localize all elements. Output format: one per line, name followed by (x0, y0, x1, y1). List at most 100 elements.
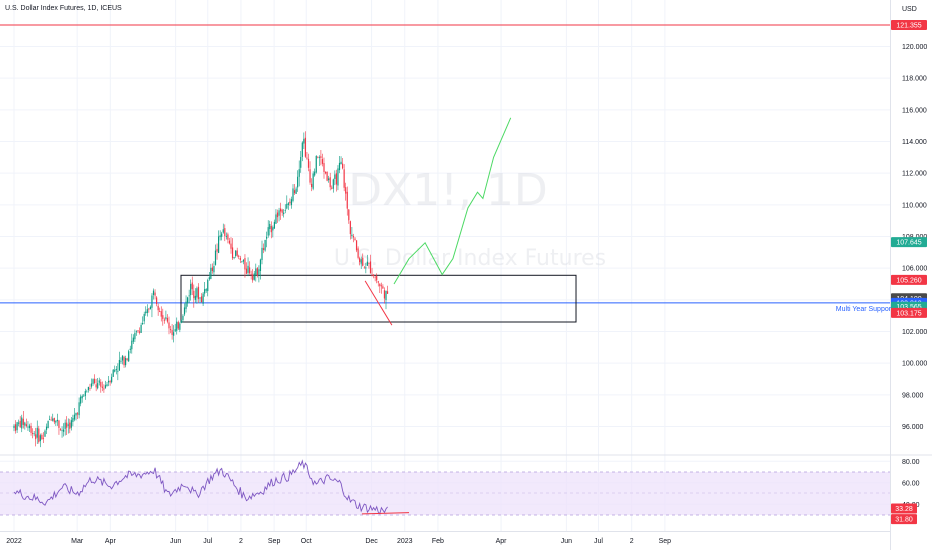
candle-body (221, 233, 223, 237)
candle-body (126, 358, 128, 360)
candle-body (309, 169, 311, 183)
candle-body (25, 424, 27, 427)
candle-body (301, 142, 303, 157)
candle-body (323, 163, 325, 172)
candle-body (320, 156, 322, 158)
candle-body (295, 188, 297, 194)
candle-body (191, 282, 193, 290)
candle-body (145, 311, 147, 314)
candle-body (137, 330, 139, 332)
candle-body (171, 330, 173, 335)
candle-body (348, 209, 350, 221)
projection-path[interactable] (393, 117, 512, 285)
candle-body (55, 420, 57, 423)
candle-body (75, 412, 77, 416)
candle-body (81, 395, 83, 399)
candle-body (90, 383, 93, 387)
symbol-header[interactable]: U.S. Dollar Index Futures, 1D, ICEUS (5, 5, 122, 12)
candle-body (303, 138, 305, 144)
candle-body (194, 295, 196, 300)
candle-body (351, 234, 353, 236)
candle-body (286, 203, 288, 209)
candle-body (238, 255, 240, 257)
candle-body (59, 429, 62, 431)
candle-body (149, 306, 151, 310)
candle-body (377, 281, 379, 283)
candle-body (338, 162, 341, 171)
candle-body (154, 292, 156, 296)
time-label: Jul (203, 538, 212, 545)
candle-body (76, 413, 79, 415)
candle-body (41, 434, 43, 440)
candle-body (326, 171, 328, 181)
candle-body (255, 268, 257, 276)
candle-body (114, 369, 116, 372)
candle-body (357, 248, 359, 258)
rsi-band-fill (0, 472, 890, 515)
rsi-divergence-line[interactable] (361, 512, 410, 515)
candle-body (253, 273, 255, 280)
candle-body (87, 386, 89, 391)
candle-body (160, 311, 162, 317)
candle-body (250, 273, 252, 275)
candle-body (53, 418, 55, 423)
candle-body (317, 156, 319, 158)
candle-body (207, 280, 209, 292)
rsi-tick: 60.00 (902, 480, 920, 487)
candle-body (337, 168, 339, 186)
candle-body (72, 418, 74, 422)
watermark-name: U.S. Dollar Index Futures (334, 246, 606, 271)
price-badge (891, 237, 927, 248)
candle-body (385, 290, 387, 301)
candle-body (107, 380, 110, 383)
candle-body (241, 261, 243, 263)
candle-body (219, 235, 221, 238)
price-badge-value: 103.175 (896, 310, 921, 317)
candle-body (340, 161, 342, 165)
candle-body (115, 368, 117, 371)
candle-body (196, 288, 198, 298)
candle-body (287, 203, 289, 205)
divergence-line[interactable] (364, 280, 393, 326)
candle-body (132, 337, 134, 342)
candle-body (307, 158, 310, 168)
candle-body (28, 425, 31, 429)
candle-body (142, 323, 144, 325)
candle-body (230, 243, 232, 249)
candle-body (360, 259, 362, 264)
candle-body (97, 383, 99, 389)
candle-body (44, 430, 46, 437)
time-label: Jul (594, 538, 603, 545)
candle-body (293, 190, 296, 194)
candle-body (382, 286, 384, 289)
candle-body (311, 183, 313, 188)
candle-body (318, 157, 320, 158)
candle-body (152, 290, 155, 295)
price-badge-value: 103.565 (896, 304, 921, 311)
candle-body (363, 267, 365, 269)
candle-body (352, 236, 355, 238)
candle-body (355, 240, 358, 251)
candle-body (205, 289, 207, 291)
candle-body (143, 313, 145, 322)
candle-body (13, 425, 15, 429)
watermark-ticker: DX1!, 1D (348, 165, 548, 216)
candle-body (84, 391, 86, 397)
candle-body (225, 236, 227, 237)
candle-body (199, 297, 201, 299)
candle-body (231, 247, 234, 259)
candle-body (202, 293, 204, 304)
time-label: Sep (268, 538, 281, 545)
candle-body (349, 221, 351, 235)
time-label: Jun (561, 538, 572, 545)
price-badge (891, 274, 927, 285)
candle-body (236, 250, 238, 256)
time-label: 2 (630, 538, 634, 545)
range-box[interactable] (180, 274, 577, 323)
candle-body (211, 267, 213, 272)
candle-body (100, 381, 102, 387)
candle-body (235, 250, 237, 256)
price-tick: 106.000 (902, 266, 927, 273)
